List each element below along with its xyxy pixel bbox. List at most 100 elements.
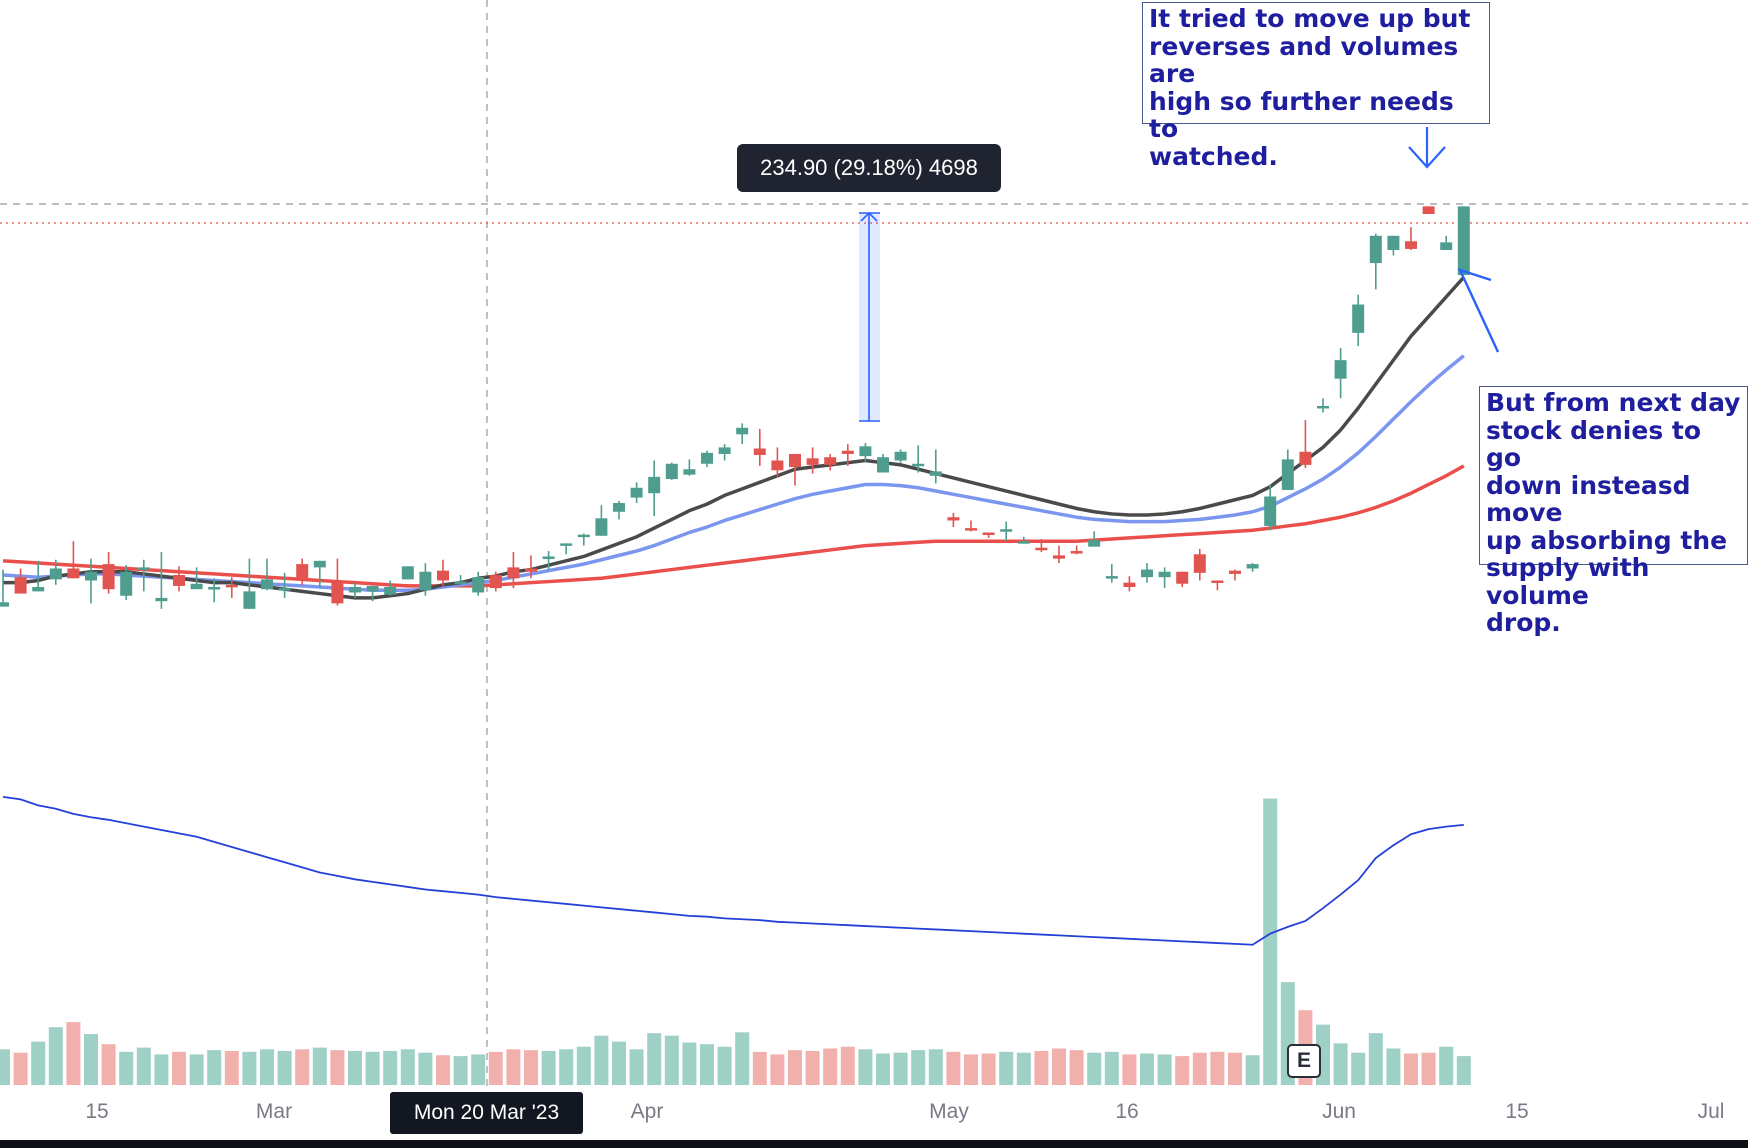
candle — [1105, 564, 1118, 583]
candle-body — [912, 463, 925, 467]
volume-bar — [436, 1055, 450, 1085]
candle — [718, 444, 731, 461]
candle-body — [859, 446, 872, 457]
x-tick-label: Apr — [630, 1100, 664, 1123]
volume-bar — [277, 1051, 292, 1085]
volume-bar — [84, 1034, 98, 1085]
candle — [278, 572, 291, 598]
chart-overlays — [859, 127, 1500, 422]
volume-bar — [488, 1051, 503, 1085]
candle — [120, 565, 133, 601]
candle-body — [349, 587, 361, 593]
candle — [1193, 548, 1206, 581]
volume-bar — [1122, 1054, 1137, 1085]
volume-bar — [31, 1041, 46, 1085]
volume-bar — [1439, 1046, 1454, 1085]
candle-body — [1369, 235, 1382, 264]
crosshair-date-label: Mon 20 Mar '23 — [390, 1092, 583, 1134]
candle — [331, 558, 344, 606]
candle-body — [1000, 529, 1013, 532]
down-arrow-head-icon — [1408, 146, 1446, 169]
x-tick-label: Jul — [1697, 1100, 1725, 1123]
candle-body — [1141, 569, 1153, 578]
volume-bar — [541, 1051, 556, 1085]
candle-body — [296, 564, 309, 579]
volume-bar — [682, 1042, 697, 1085]
candle — [155, 552, 168, 609]
volume-bar — [136, 1047, 151, 1085]
candle-body — [401, 566, 414, 580]
moving-averages — [2, 276, 1466, 600]
candle — [841, 444, 854, 466]
volume-bar — [823, 1048, 838, 1085]
volume-bar — [1456, 1056, 1471, 1085]
earnings-marker[interactable]: E — [1287, 1044, 1321, 1078]
candle — [912, 445, 925, 473]
candle-body — [190, 583, 203, 590]
volume-bar — [1386, 1048, 1401, 1085]
volume-bar — [119, 1051, 134, 1085]
candle-body — [0, 602, 9, 607]
candle — [947, 512, 960, 528]
volume-bar — [1157, 1054, 1172, 1085]
candle-body — [1405, 241, 1417, 249]
candle-body — [67, 568, 80, 579]
volume-bar — [1263, 798, 1278, 1085]
candle-body — [331, 581, 344, 604]
candle — [208, 578, 221, 603]
candle-body — [1017, 541, 1030, 544]
candle — [1369, 233, 1382, 290]
candle — [489, 571, 502, 592]
volume-bar — [876, 1053, 890, 1085]
candle-body — [1105, 576, 1118, 579]
volume-bar — [260, 1049, 274, 1085]
x-tick-label: 16 — [1115, 1100, 1139, 1123]
candle-body — [1334, 360, 1347, 379]
candle-body — [472, 577, 485, 593]
candle-body — [1035, 547, 1048, 551]
candle — [1141, 563, 1153, 583]
volume-bar — [1069, 1050, 1084, 1085]
candle-body — [437, 570, 449, 581]
volume-bar — [348, 1051, 362, 1085]
candle-body — [120, 571, 133, 596]
volume-bar — [1210, 1051, 1225, 1085]
candle-body — [947, 517, 960, 521]
candle — [859, 443, 872, 462]
volume-bar — [576, 1046, 591, 1085]
candle — [296, 558, 309, 585]
candle-body — [665, 463, 678, 480]
candle — [401, 566, 414, 580]
x-tick-label: 15 — [1505, 1100, 1529, 1123]
volume-bar — [242, 1051, 257, 1085]
candle-body — [648, 476, 661, 494]
volume-bar — [1333, 1043, 1348, 1085]
candle — [419, 563, 432, 596]
volume-bar — [101, 1044, 116, 1085]
volume-bar — [207, 1050, 222, 1085]
candle — [683, 459, 696, 476]
candle — [736, 423, 749, 445]
candle — [1299, 420, 1312, 469]
candle — [454, 575, 467, 585]
candle-body — [261, 579, 273, 590]
candle — [789, 453, 801, 486]
candle — [929, 449, 942, 484]
volume-bar — [1104, 1051, 1119, 1085]
volume-bar — [365, 1051, 380, 1085]
candle-body — [278, 588, 291, 591]
volume-bar — [1245, 1055, 1260, 1085]
volume-bar — [330, 1050, 345, 1085]
volume-bar — [594, 1035, 609, 1085]
candle — [1352, 294, 1365, 346]
candle-body — [982, 532, 995, 535]
volume-bar — [1052, 1048, 1066, 1085]
candle-body — [384, 587, 397, 595]
x-tick-label: Jun — [1322, 1100, 1356, 1123]
candle-body — [894, 451, 907, 461]
candle — [243, 558, 256, 609]
candle — [648, 460, 661, 517]
candle-body — [806, 458, 819, 465]
volume-bar — [224, 1051, 239, 1085]
volume-bar — [506, 1049, 521, 1085]
